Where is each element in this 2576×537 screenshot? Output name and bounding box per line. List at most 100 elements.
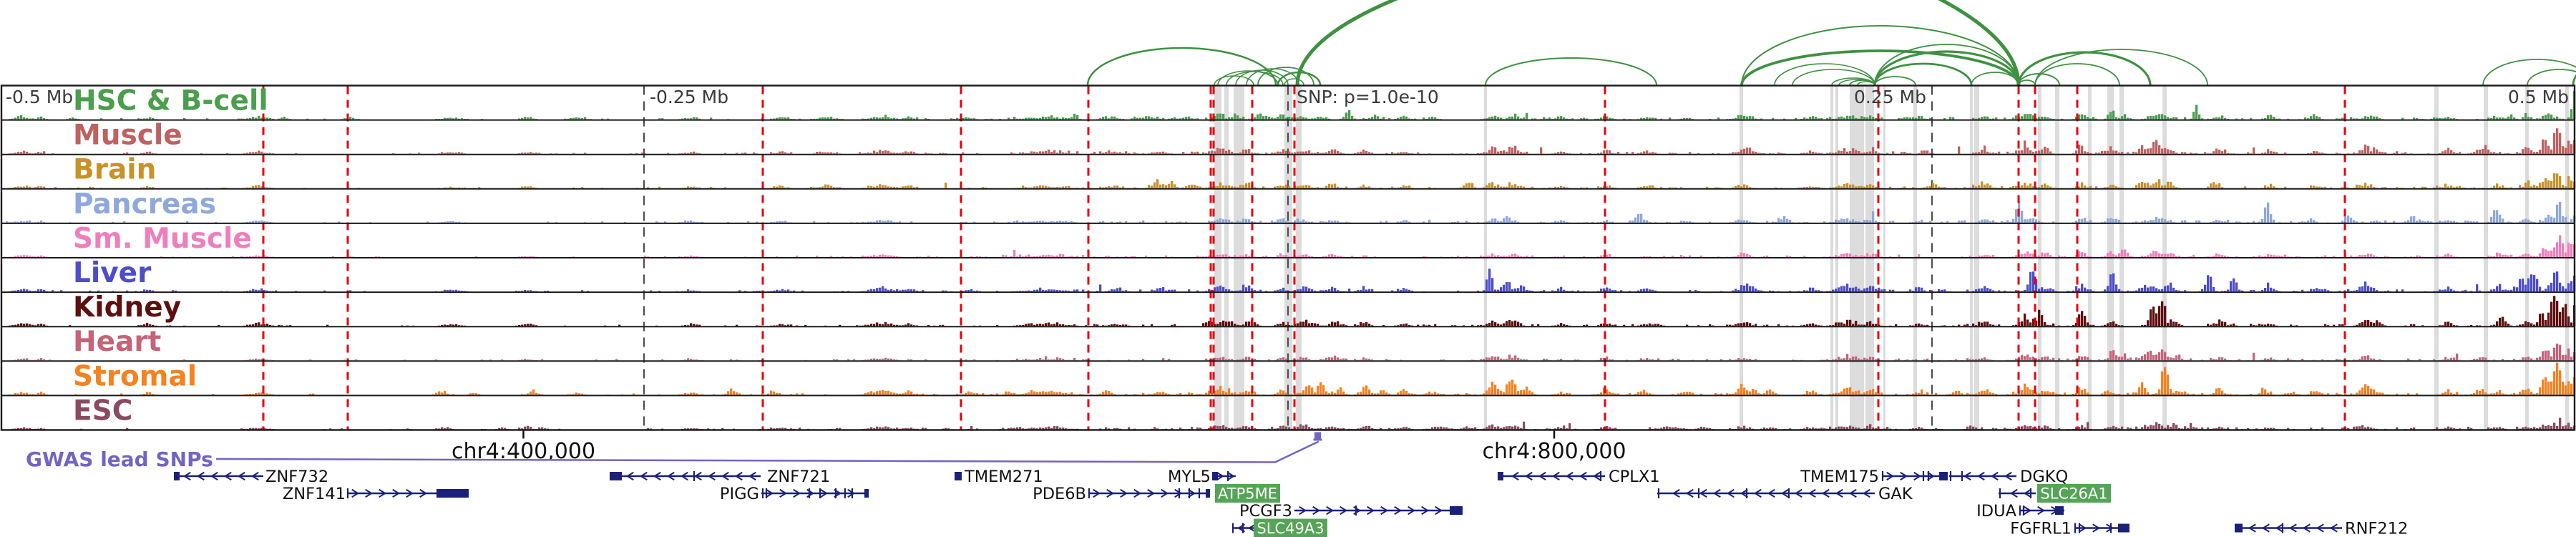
axis-label-plus-half-mb: 0.5 Mb <box>2508 87 2569 107</box>
gene-exon-box <box>955 472 962 480</box>
track-label-heart: Heart <box>73 326 161 358</box>
interaction-arc <box>1295 0 1399 86</box>
gene-exon-box <box>2118 523 2129 533</box>
gene-gak: GAK <box>1657 485 1913 503</box>
gene-strand-arrows <box>1216 471 1235 481</box>
interaction-arc <box>2034 49 2208 86</box>
gene-label: TMEM175 <box>1800 468 1879 486</box>
gene-strand-arrows <box>2009 488 2031 498</box>
gene-myl5: MYL5 <box>1168 468 1236 486</box>
gene-znf141: ZNF141 <box>283 485 469 503</box>
gene-label-highlighted: SLC49A3 <box>1257 520 1324 537</box>
gene-exon-box <box>2055 506 2064 515</box>
axis-ticks-layer: chr4:400,000 chr4:800,000 <box>452 430 1626 464</box>
signal-tracks-layer <box>6 91 2576 430</box>
gene-label: DGKQ <box>2020 468 2068 486</box>
gene-strand-arrows <box>1886 471 1936 481</box>
gene-exon-box <box>1939 472 1948 480</box>
gene-label: GAK <box>1878 485 1913 503</box>
gene-label: CPLX1 <box>1609 468 1660 486</box>
gene-pigg: PIGG <box>720 485 869 503</box>
gwas-snp-marker-base <box>1313 438 1322 441</box>
gwas-track-layer: GWAS lead SNPs <box>26 432 1322 471</box>
gene-label: PDE6B <box>1033 485 1086 503</box>
gene-tmem175: TMEM175 <box>1800 468 1948 486</box>
gene-strand-arrows <box>2079 523 2128 533</box>
gene-label: RNF212 <box>2345 520 2408 537</box>
gene-strand-arrows <box>182 471 259 481</box>
interaction-arc <box>1971 72 2019 86</box>
track-label-sm-muscle: Sm. Muscle <box>73 223 252 255</box>
gene-dgkq: DGKQ <box>1949 468 2068 486</box>
gene-highlight-box <box>1215 484 1280 503</box>
axis-label-plus-quarter-mb: 0.25 Mb <box>1854 87 1926 107</box>
gene-cplx1: CPLX1 <box>1498 468 1660 486</box>
gwas-snp-marker <box>1314 432 1321 439</box>
gene-label: IDUA <box>1976 502 2016 521</box>
gwas-callout-line <box>215 440 1319 463</box>
gene-label: FGFRL1 <box>2010 520 2072 537</box>
interaction-arc <box>1774 63 1875 86</box>
gene-exon-box <box>1206 489 1210 498</box>
track-label-esc: ESC <box>73 395 132 427</box>
interaction-arc <box>1257 67 1314 86</box>
gene-highlight-box <box>2037 484 2111 503</box>
gridline-layer <box>643 85 1933 430</box>
gene-strand-arrows <box>2248 523 2338 533</box>
gene-label-highlighted: ATP5ME <box>1218 485 1277 503</box>
gene-label: TMEM271 <box>964 468 1043 486</box>
gene-strand-arrows <box>1672 488 1870 498</box>
track-label-kidney: Kidney <box>73 291 181 324</box>
interaction-arc <box>1873 50 2020 86</box>
gene-exon-box <box>1450 506 1463 515</box>
gene-strand-arrows <box>1511 471 1601 481</box>
interaction-arc <box>1938 0 2021 86</box>
gwas-label: GWAS lead SNPs <box>26 448 213 471</box>
gene-pde6b: PDE6B <box>1033 485 1210 503</box>
interaction-arc <box>2034 63 2120 86</box>
gene-znf721: ZNF721 <box>610 468 830 486</box>
interaction-arc <box>1485 57 1657 86</box>
gene-highlight-box <box>1254 518 1327 537</box>
gene-exon-box <box>610 472 622 480</box>
gene-tmem271: TMEM271 <box>955 468 1043 486</box>
gene-exon-box <box>436 489 469 498</box>
axis-labels-layer: -0.5 Mb -0.25 Mb SNP: p=1.0e-10 0.25 Mb 0.5 … <box>6 87 2569 107</box>
track-label-muscle: Muscle <box>73 120 182 152</box>
gene-label: PCGF3 <box>1239 502 1292 521</box>
track-label-pancreas: Pancreas <box>73 188 216 221</box>
signal-pancreas <box>6 200 2576 223</box>
interaction-arc <box>2018 79 2036 86</box>
interaction-arc <box>1874 44 2019 86</box>
gene-znf732: ZNF732 <box>174 468 328 486</box>
gene-strand-arrows <box>1093 488 1196 498</box>
gene-pcgf3: PCGF3 <box>1239 502 1463 521</box>
interaction-arc <box>1284 78 1304 86</box>
gene-slc49a3: SLC49A3 <box>1231 518 1327 537</box>
track-label-brain: Brain <box>73 154 156 186</box>
gene-label: MYL5 <box>1168 468 1211 486</box>
gene-strand-arrows <box>351 488 428 498</box>
interaction-arc <box>1792 69 1875 86</box>
gene-exon-box <box>174 472 180 480</box>
track-label-liver: Liver <box>73 257 152 289</box>
gene-label: PIGG <box>720 485 759 503</box>
gene-label: ZNF732 <box>265 468 328 486</box>
interaction-arcs-layer <box>1086 0 2576 86</box>
interaction-arc <box>2017 51 2152 86</box>
gene-strand-arrows <box>1963 471 2012 481</box>
panel-layer <box>0 84 2576 431</box>
gene-exon-box <box>2235 523 2243 533</box>
red-lines-layer <box>262 86 2346 430</box>
interaction-arc <box>1874 76 1916 86</box>
signal-brain <box>9 173 2576 188</box>
interaction-arc <box>2527 69 2576 86</box>
axis-label-minus-quarter-mb: -0.25 Mb <box>650 87 728 107</box>
interaction-arc <box>2482 59 2576 86</box>
interaction-arc <box>1857 81 1875 86</box>
track-label-hsc-b-cell: HSC & B-cell <box>73 85 268 117</box>
